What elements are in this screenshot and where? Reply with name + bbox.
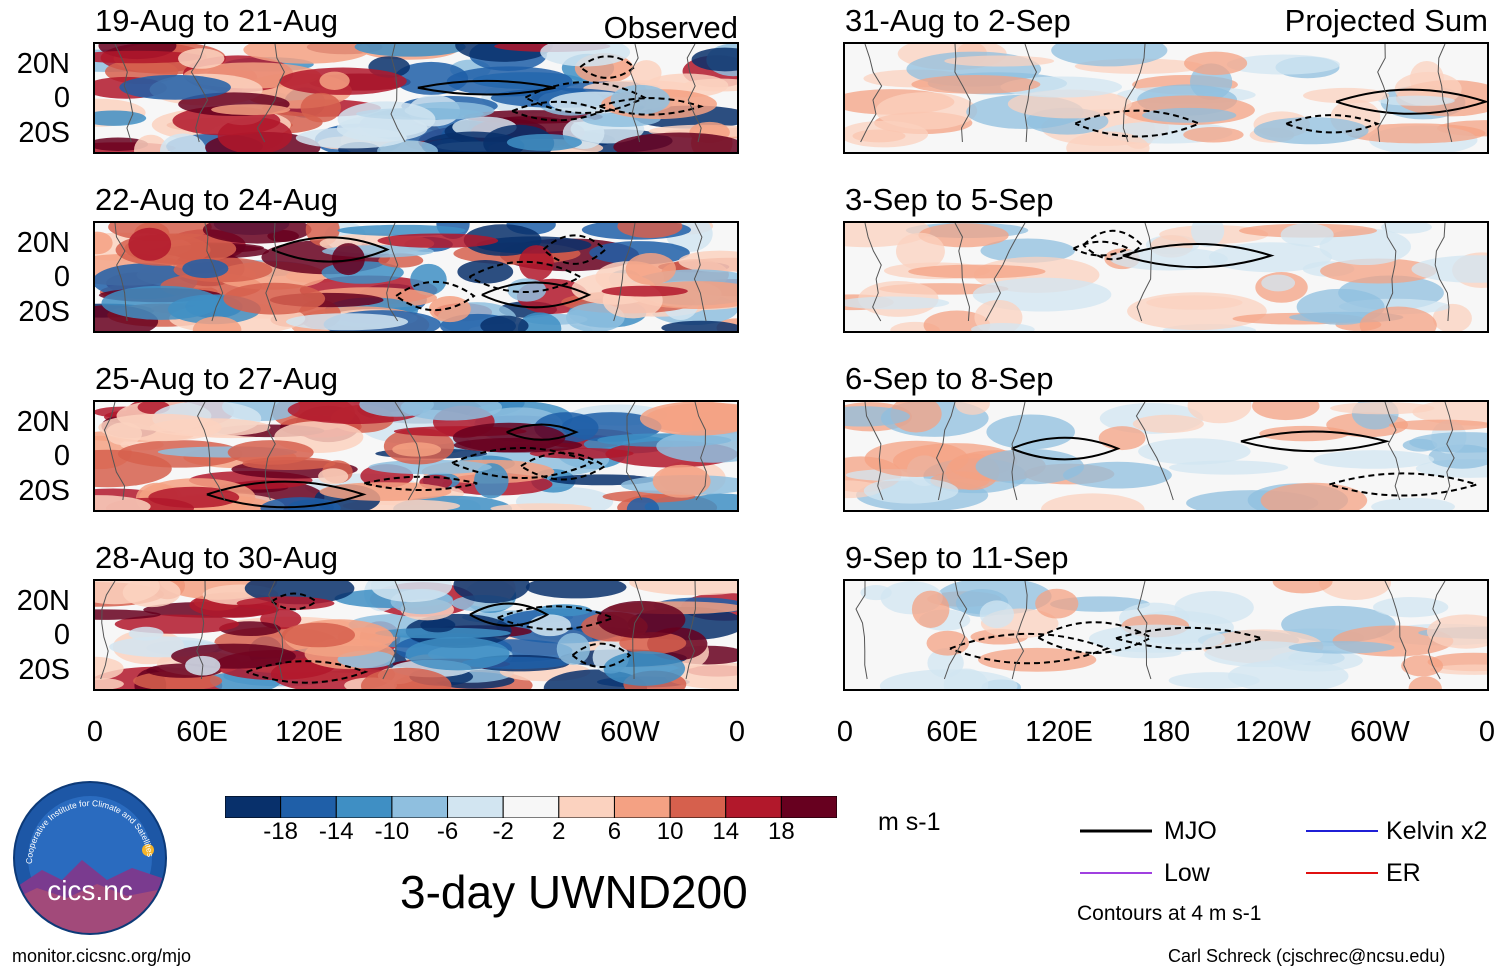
map-panel-proj-2: [843, 221, 1489, 333]
colorbar-tick-label: 18: [768, 818, 795, 845]
colorbar-swatch: [391, 796, 449, 818]
y-tick-label: 20S: [18, 654, 70, 686]
x-tick-label: 60W: [1350, 716, 1410, 748]
panel-title-proj-4: 9-Sep to 11-Sep: [845, 540, 1069, 575]
legend-line-low: [1080, 872, 1152, 874]
colorbar-tick-label: -10: [374, 818, 410, 845]
units-label: m s-1: [878, 808, 941, 836]
x-tick-label: 60E: [926, 716, 978, 748]
contour-note: Contours at 4 m s-1: [1077, 902, 1262, 925]
map-panel-obs-1: [93, 42, 739, 154]
map-field: [845, 223, 1487, 331]
colorbar-tick-label: 10: [656, 818, 684, 845]
panel-title-obs-4: 28-Aug to 30-Aug: [95, 540, 339, 575]
colorbar-swatch: [725, 796, 782, 818]
map-panel-obs-2: [93, 221, 739, 333]
panel-title-obs-2: 22-Aug to 24-Aug: [95, 182, 339, 217]
cics-logo: Cooperative Institute for Climate and Sa…: [13, 781, 167, 935]
map-panel-proj-4: [843, 579, 1489, 691]
panel-title-proj-2: 3-Sep to 5-Sep: [845, 182, 1054, 217]
colorbar-tick-label: -2: [492, 818, 514, 845]
colorbar-swatch: [502, 796, 560, 818]
y-tick-label: 20N: [16, 585, 70, 617]
legend-line-kelvin: [1306, 830, 1378, 832]
colorbar-tick-label: 2: [552, 818, 566, 845]
legend-label-low: Low: [1164, 859, 1210, 887]
footer-url[interactable]: monitor.cicsnc.org/mjo: [12, 946, 192, 966]
map-field: [845, 581, 1487, 689]
footer-credit: Carl Schreck (cjschrec@ncsu.edu): [1168, 946, 1446, 966]
legend-label-kelvin: Kelvin x2: [1386, 817, 1488, 845]
colorbar-tick-label: 14: [712, 818, 740, 845]
panel-title-proj-1: 31-Aug to 2-Sep: [845, 3, 1071, 38]
panel-title-proj-3: 6-Sep to 8-Sep: [845, 361, 1054, 396]
map-panel-obs-4: [93, 579, 739, 691]
x-tick-label: 0: [836, 716, 854, 748]
chart-title: 3-day UWND200: [400, 866, 748, 918]
colorbar-tick-label: 6: [607, 818, 622, 845]
map-field: [95, 44, 737, 152]
colorbar-swatch: [335, 796, 393, 818]
colorbar-swatch: [780, 796, 837, 818]
y-tick-label: 20S: [18, 117, 70, 149]
x-tick-label: 120E: [275, 716, 343, 748]
y-tick-label: 0: [53, 82, 70, 114]
legend-line-er: [1306, 872, 1378, 874]
column-header-projected: Projected Sum: [1284, 3, 1488, 38]
colorbar-swatch: [613, 796, 671, 818]
y-tick-label: 20N: [16, 48, 70, 80]
y-tick-label: 20S: [18, 475, 70, 507]
x-tick-label: 60E: [176, 716, 228, 748]
map-panel-proj-1: [843, 42, 1489, 154]
map-field: [95, 223, 737, 331]
x-tick-label: 0: [86, 716, 104, 748]
logo-name: cics.nc: [47, 875, 133, 906]
legend-label-er: ER: [1386, 859, 1421, 887]
colorbar-swatch: [225, 796, 282, 818]
y-tick-label: 0: [53, 261, 70, 293]
legend-line-mjo: [1080, 829, 1152, 833]
colorbar-swatch: [447, 796, 504, 818]
colorbar-tick-label: -6: [436, 818, 459, 845]
legend-label-mjo: MJO: [1164, 817, 1217, 845]
y-tick-label: 0: [53, 440, 70, 472]
colorbar-tick-label: -14: [318, 818, 354, 845]
map-field: [95, 402, 737, 510]
x-tick-label: 120W: [485, 716, 561, 748]
panel-title-obs-1: 19-Aug to 21-Aug: [95, 3, 339, 38]
map-field: [95, 581, 737, 689]
colorbar-tick-label: -18: [263, 818, 298, 845]
x-tick-label: 180: [391, 716, 441, 748]
x-tick-label: 0: [728, 716, 746, 748]
x-tick-label: 120W: [1235, 716, 1311, 748]
x-tick-label: 60W: [600, 716, 660, 748]
colorbar: [225, 796, 837, 818]
panel-title-obs-3: 25-Aug to 27-Aug: [95, 361, 339, 396]
colorbar-swatch: [558, 796, 615, 818]
y-tick-label: 0: [53, 619, 70, 651]
x-tick-label: 120E: [1025, 716, 1093, 748]
map-panel-obs-3: [93, 400, 739, 512]
x-tick-label: 0: [1478, 716, 1496, 748]
map-field: [845, 402, 1487, 510]
colorbar-swatch: [669, 796, 727, 818]
map-panel-proj-3: [843, 400, 1489, 512]
y-tick-label: 20N: [16, 227, 70, 259]
map-field: [845, 44, 1487, 152]
colorbar-swatch: [280, 796, 337, 818]
column-header-observed: Observed: [603, 10, 738, 45]
y-tick-label: 20S: [18, 296, 70, 328]
x-tick-label: 180: [1141, 716, 1191, 748]
y-tick-label: 20N: [16, 406, 70, 438]
